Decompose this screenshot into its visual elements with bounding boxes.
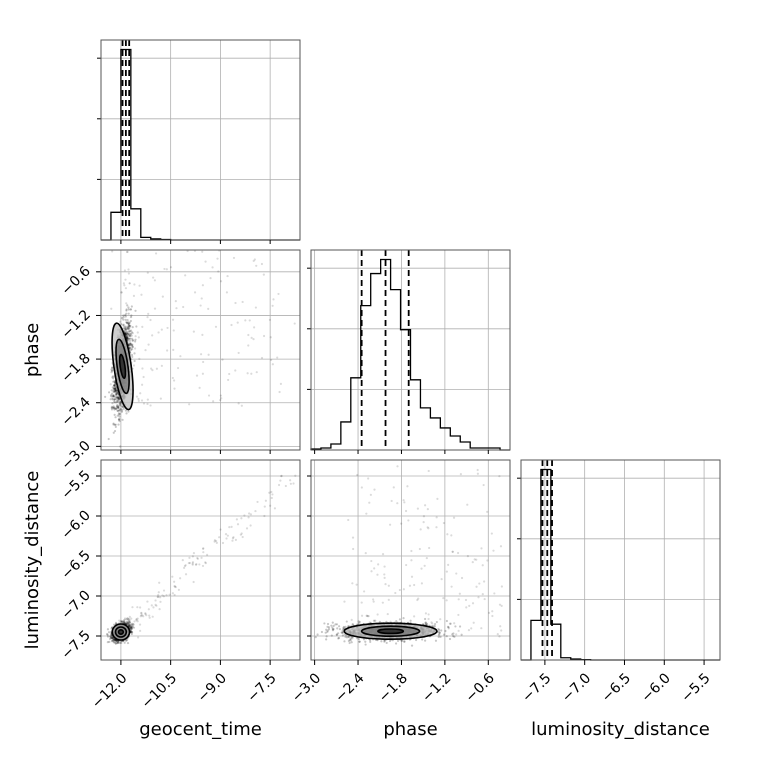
y-tick-label: −7.0	[58, 588, 93, 623]
x-tick-label: −3.0	[289, 670, 324, 705]
panel-frame	[310, 459, 511, 661]
x-axis-label-geocent_time: geocent_time	[139, 719, 262, 740]
x-tick-label: −5.5	[678, 670, 713, 705]
y-tick-label: −3.0	[58, 438, 93, 473]
histogram-luminosity_distance	[521, 468, 720, 661]
density-contour	[117, 628, 125, 635]
sample-points	[105, 474, 297, 645]
scatter-panel-geocent_time-luminosity_distance	[100, 459, 301, 661]
x-tick-label: −9.0	[195, 670, 230, 705]
y-axis-label-phase: phase	[22, 323, 43, 377]
x-tick-label: −12.0	[89, 670, 131, 712]
density-contour	[377, 628, 405, 635]
y-tick-label: −2.4	[58, 394, 93, 429]
panel-frame	[100, 39, 301, 241]
x-tick-label: −1.8	[376, 670, 411, 705]
hist-panel-luminosity_distance	[517, 459, 721, 661]
x-tick-label: −7.5	[519, 670, 554, 705]
x-axis-label-luminosity_distance: luminosity_distance	[531, 719, 710, 740]
y-tick-label: −7.5	[58, 628, 93, 663]
x-axis-label-phase: phase	[383, 719, 437, 740]
x-tick-label: −0.6	[463, 670, 498, 705]
x-tick-label: −6.5	[599, 670, 634, 705]
hist-panel-geocent_time	[97, 39, 301, 241]
y-tick-label: −6.0	[58, 508, 93, 543]
density-contour	[118, 353, 127, 380]
x-tick-label: −2.4	[332, 670, 367, 705]
y-tick-label: −1.2	[58, 307, 93, 342]
x-tick-label: −10.5	[139, 670, 181, 712]
x-tick-label: −6.0	[639, 670, 674, 705]
panel-frame	[100, 459, 301, 661]
y-tick-label: −5.5	[58, 468, 93, 503]
histogram-phase	[310, 258, 510, 451]
y-tick-label: −1.8	[58, 351, 93, 386]
hist-panel-phase	[307, 249, 511, 451]
panel-frame	[100, 249, 301, 451]
y-tick-label: −0.6	[58, 263, 93, 298]
y-axis-label-luminosity_distance: luminosity_distance	[22, 471, 43, 650]
x-tick-label: −7.0	[559, 670, 594, 705]
sample-points	[104, 250, 296, 448]
panel-frame	[520, 459, 721, 661]
y-tick-label: −6.5	[58, 548, 93, 583]
scatter-panel-phase-luminosity_distance	[310, 459, 511, 661]
sample-points	[314, 465, 503, 647]
x-tick-label: −1.2	[419, 670, 454, 705]
panel-frame	[310, 249, 511, 451]
scatter-panel-geocent_time-phase	[100, 249, 301, 451]
x-tick-label: −7.5	[244, 670, 279, 705]
